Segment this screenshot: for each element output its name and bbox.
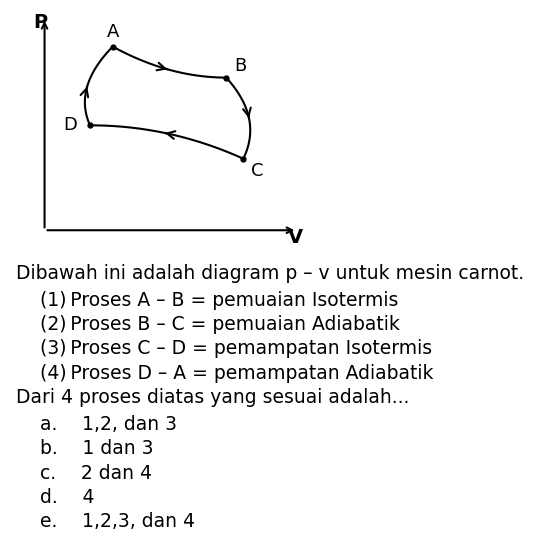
Text: B: B [234,57,247,75]
Text: V: V [288,228,303,247]
Text: (4) Proses D – A = pemampatan Adiabatik: (4) Proses D – A = pemampatan Adiabatik [16,364,434,383]
Text: Dibawah ini adalah diagram p – v untuk mesin carnot.: Dibawah ini adalah diagram p – v untuk m… [16,264,525,283]
Text: P: P [33,13,48,32]
Text: e.  1,2,3, dan 4: e. 1,2,3, dan 4 [16,512,195,531]
Text: (3) Proses C – D = pemampatan Isotermis: (3) Proses C – D = pemampatan Isotermis [16,339,432,358]
Text: (1) Proses A – B = pemuaian Isotermis: (1) Proses A – B = pemuaian Isotermis [16,291,399,310]
Text: D: D [63,117,77,134]
Text: c.  2 dan 4: c. 2 dan 4 [16,463,152,482]
Text: C: C [251,162,264,179]
Text: (2) Proses B – C = pemuaian Adiabatik: (2) Proses B – C = pemuaian Adiabatik [16,315,400,334]
Text: a.  1,2, dan 3: a. 1,2, dan 3 [16,415,177,434]
Text: d.  4: d. 4 [16,488,95,507]
Text: Dari 4 proses diatas yang sesuai adalah...: Dari 4 proses diatas yang sesuai adalah.… [16,388,410,407]
Text: A: A [106,23,119,41]
Text: b.  1 dan 3: b. 1 dan 3 [16,439,154,459]
